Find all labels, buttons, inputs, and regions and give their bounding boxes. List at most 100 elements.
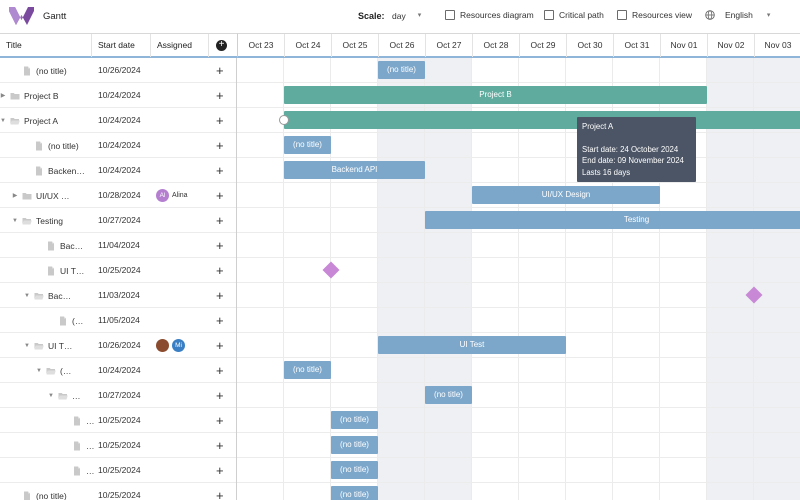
task-title-cell[interactable]: ▶ UI/UX … bbox=[10, 183, 70, 208]
table-row[interactable]: … 10/25/2024 + bbox=[0, 458, 236, 483]
table-row[interactable]: (no title) 10/25/2024 + bbox=[0, 483, 236, 500]
task-title-cell[interactable]: (no title) bbox=[34, 133, 79, 158]
table-row[interactable]: Backen… 10/24/2024 + bbox=[0, 158, 236, 183]
table-row[interactable]: ▼… 10/27/2024 + bbox=[0, 383, 236, 408]
row-line bbox=[237, 107, 800, 108]
add-subtask-button[interactable]: + bbox=[216, 163, 224, 178]
add-subtask-button[interactable]: + bbox=[216, 188, 224, 203]
weekend-column bbox=[707, 58, 754, 500]
add-subtask-button[interactable]: + bbox=[216, 63, 224, 78]
task-title-cell[interactable]: (no title) bbox=[22, 483, 67, 500]
task-title: (no title) bbox=[36, 490, 67, 500]
task-title-cell[interactable]: Bac… bbox=[46, 233, 83, 258]
add-subtask-button[interactable]: + bbox=[216, 363, 224, 378]
task-bar[interactable]: Testing bbox=[425, 211, 800, 229]
task-title-cell[interactable]: ▼… bbox=[46, 383, 80, 408]
task-title-cell[interactable]: ▼ Project A bbox=[0, 108, 58, 133]
task-start-date: 10/25/2024 bbox=[98, 265, 141, 275]
task-bar[interactable]: (no title) bbox=[425, 386, 472, 404]
expand-right-icon[interactable]: ▶ bbox=[12, 193, 18, 199]
expand-down-icon[interactable]: ▼ bbox=[12, 217, 18, 224]
expand-right-icon[interactable]: ▶ bbox=[0, 93, 6, 99]
task-title: … bbox=[86, 465, 95, 476]
add-subtask-button[interactable]: + bbox=[216, 113, 224, 128]
task-bar[interactable]: Backend API bbox=[284, 161, 425, 179]
expand-down-icon[interactable]: ▼ bbox=[36, 367, 42, 374]
task-bar[interactable]: UI Test bbox=[378, 336, 566, 354]
drag-handle[interactable] bbox=[279, 115, 289, 125]
expand-down-icon[interactable]: ▼ bbox=[24, 342, 30, 349]
table-row[interactable]: ▼ (… 10/24/2024 + bbox=[0, 358, 236, 383]
add-subtask-button[interactable]: + bbox=[216, 338, 224, 353]
grid-line bbox=[377, 58, 378, 500]
task-bar[interactable]: (no title) bbox=[284, 136, 331, 154]
table-row[interactable]: ▼ Bac… 11/03/2024 + bbox=[0, 283, 236, 308]
grid-line bbox=[518, 58, 519, 500]
expand-down-icon[interactable]: ▼ bbox=[48, 392, 54, 399]
add-subtask-button[interactable]: + bbox=[216, 313, 224, 328]
project-bar[interactable]: Project B bbox=[284, 86, 707, 104]
task-title-cell[interactable]: Backen… bbox=[34, 158, 85, 183]
table-row[interactable]: … 10/25/2024 + bbox=[0, 408, 236, 433]
critical-path-checkbox[interactable]: Critical path bbox=[544, 10, 604, 20]
add-subtask-button[interactable]: + bbox=[216, 288, 224, 303]
task-bar[interactable]: (no title) bbox=[378, 61, 425, 79]
add-subtask-button[interactable]: + bbox=[216, 213, 224, 228]
add-subtask-button[interactable]: + bbox=[216, 138, 224, 153]
task-title-cell[interactable]: (… bbox=[58, 308, 83, 333]
task-title-cell[interactable]: ▶ Project B bbox=[0, 83, 59, 108]
column-header-start-date[interactable]: Start date bbox=[92, 34, 151, 57]
task-title-cell[interactable]: … bbox=[72, 458, 95, 483]
add-task-button[interactable]: + bbox=[216, 40, 227, 51]
add-subtask-button[interactable]: + bbox=[216, 88, 224, 103]
language-select[interactable]: English ▾ bbox=[705, 10, 770, 20]
table-row[interactable]: UI T… 10/25/2024 + bbox=[0, 258, 236, 283]
table-row[interactable]: ▶ Project B 10/24/2024 + bbox=[0, 83, 236, 108]
task-bar[interactable]: (no title) bbox=[331, 461, 378, 479]
add-subtask-button[interactable]: + bbox=[216, 488, 224, 500]
add-subtask-button[interactable]: + bbox=[216, 438, 224, 453]
task-bar[interactable]: (no title) bbox=[331, 486, 378, 500]
task-bar[interactable]: (no title) bbox=[331, 436, 378, 454]
table-row[interactable]: ▼ UI T… 10/26/2024 Mi + bbox=[0, 333, 236, 358]
project-bar[interactable] bbox=[284, 111, 800, 129]
add-subtask-button[interactable]: + bbox=[216, 238, 224, 253]
task-title-cell[interactable]: … bbox=[72, 433, 95, 458]
task-title-cell[interactable]: ▼ UI T… bbox=[22, 333, 72, 358]
task-bar[interactable]: (no title) bbox=[331, 411, 378, 429]
task-title-cell[interactable]: … bbox=[72, 408, 95, 433]
grid-line bbox=[659, 58, 660, 500]
task-bar[interactable]: (no title) bbox=[284, 361, 331, 379]
task-start-date: 10/24/2024 bbox=[98, 115, 141, 125]
table-row[interactable]: ▼ Testing 10/27/2024 + bbox=[0, 208, 236, 233]
column-header-title[interactable]: Title bbox=[0, 34, 92, 57]
table-row[interactable]: (no title) 10/26/2024 + bbox=[0, 58, 236, 83]
file-icon bbox=[36, 166, 42, 175]
expand-down-icon[interactable]: ▼ bbox=[0, 117, 6, 124]
task-title-cell[interactable]: ▼ Testing bbox=[10, 208, 63, 233]
task-title-cell[interactable]: UI T… bbox=[46, 258, 84, 283]
add-subtask-button[interactable]: + bbox=[216, 463, 224, 478]
task-bar[interactable]: UI/UX Design bbox=[472, 186, 660, 204]
expand-down-icon[interactable]: ▼ bbox=[24, 292, 30, 299]
task-title-cell[interactable]: ▼ (… bbox=[34, 358, 71, 383]
scale-select[interactable]: day ▾ bbox=[392, 11, 421, 21]
row-line bbox=[237, 182, 800, 183]
task-title-cell[interactable]: (no title) bbox=[22, 58, 67, 83]
row-line bbox=[237, 332, 800, 333]
add-subtask-button[interactable]: + bbox=[216, 263, 224, 278]
task-title-cell[interactable]: ▼ Bac… bbox=[22, 283, 71, 308]
add-subtask-button[interactable]: + bbox=[216, 388, 224, 403]
weekend-column bbox=[754, 58, 800, 500]
resources-view-checkbox[interactable]: Resources view bbox=[617, 10, 692, 20]
table-row[interactable]: (… 11/05/2024 + bbox=[0, 308, 236, 333]
table-row[interactable]: (no title) 10/24/2024 + bbox=[0, 133, 236, 158]
column-header-assigned[interactable]: Assigned bbox=[151, 34, 209, 57]
table-row[interactable]: … 10/25/2024 + bbox=[0, 433, 236, 458]
milestone-diamond[interactable] bbox=[322, 261, 340, 279]
table-row[interactable]: ▼ Project A 10/24/2024 + bbox=[0, 108, 236, 133]
resources-diagram-checkbox[interactable]: Resources diagram bbox=[445, 10, 534, 20]
table-row[interactable]: Bac… 11/04/2024 + bbox=[0, 233, 236, 258]
table-row[interactable]: ▶ UI/UX … 10/28/2024 Al Alina + bbox=[0, 183, 236, 208]
add-subtask-button[interactable]: + bbox=[216, 413, 224, 428]
